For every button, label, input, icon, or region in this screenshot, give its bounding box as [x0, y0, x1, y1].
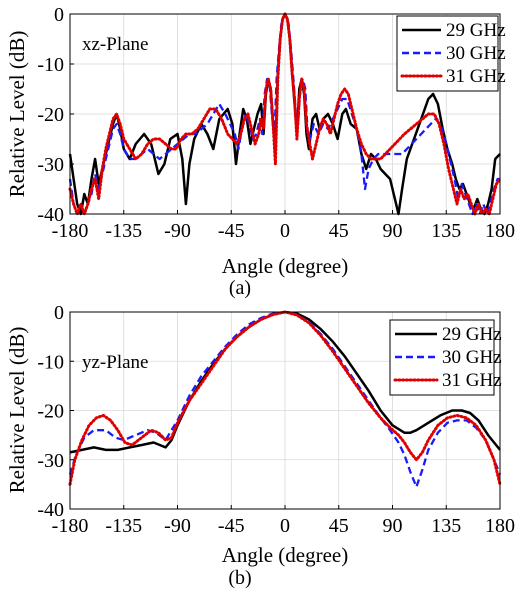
- series-line-31ghz-a: [68, 12, 502, 216]
- y-tick-label: -40: [37, 204, 64, 226]
- x-tick-label: -135: [105, 515, 142, 537]
- x-tick-label: 135: [431, 220, 461, 242]
- caption-b: (b): [228, 567, 251, 589]
- x-tick-label: 0: [280, 515, 290, 537]
- x-tick-label: -90: [164, 220, 191, 242]
- y-tick-label: -20: [37, 104, 64, 126]
- legend-label-29ghz-b: 29 GHz: [442, 324, 502, 345]
- x-tick-label: -135: [105, 220, 142, 242]
- x-tick-label: 45: [329, 515, 349, 537]
- legend-label-29ghz-a: 29 GHz: [446, 20, 506, 41]
- caption-a: (a): [229, 277, 251, 299]
- y-tick-label: -10: [37, 351, 64, 373]
- y-tick-label: -30: [37, 450, 64, 472]
- x-tick-label: -45: [218, 220, 245, 242]
- legend-label-31ghz-a: 31 GHz: [446, 66, 506, 87]
- series-line-31ghz-b: [68, 310, 502, 486]
- panel-a: -180 -135 -90 -45 0 45 90 135 180 0 -10 -20 -30 -40 x…: [5, 4, 515, 299]
- y-tick-label: 0: [54, 4, 64, 26]
- x-tick-label: -45: [218, 515, 245, 537]
- panel-b: -180 -135 -90 -45 0 45 90 135 180 0 -10 -20 -30 -40 y…: [5, 302, 515, 589]
- x-tick-label: 180: [485, 220, 515, 242]
- x-tick-label: 90: [383, 220, 403, 242]
- plane-annotation-a: xz-Plane: [82, 34, 148, 55]
- axes-frame-b: [69, 311, 501, 510]
- y-tick-label: -30: [37, 154, 64, 176]
- y-tick-label: -20: [37, 401, 64, 423]
- x-tick-label: -180: [52, 515, 89, 537]
- x-tick-label: -90: [164, 515, 191, 537]
- x-tick-label: 90: [383, 515, 403, 537]
- y-tick-label: -40: [37, 499, 64, 521]
- x-axis-label-a: Angle (degree): [222, 254, 349, 278]
- y-axis-label-a: Relative Level (dB): [5, 31, 29, 198]
- legend-label-30ghz-a: 30 GHz: [446, 43, 506, 64]
- x-tick-label: 45: [329, 220, 349, 242]
- y-axis-label-b: Relative Level (dB): [5, 327, 29, 494]
- legend-a: 29 GHz 30 GHz 31 GHz: [396, 15, 506, 92]
- x-tick-label: 135: [431, 515, 461, 537]
- axes-frame-a: [69, 13, 501, 215]
- x-axis-label-b: Angle (degree): [222, 543, 349, 567]
- legend-label-31ghz-b: 31 GHz: [442, 370, 502, 391]
- x-tick-label: 0: [280, 220, 290, 242]
- x-tick-label: 180: [485, 515, 515, 537]
- plane-annotation-b: yz-Plane: [82, 352, 148, 373]
- legend-label-30ghz-b: 30 GHz: [442, 347, 502, 368]
- y-tick-label: -10: [37, 54, 64, 76]
- y-tick-label: 0: [54, 302, 64, 324]
- legend-b: 29 GHz 30 GHz 31 GHz: [389, 319, 502, 396]
- x-tick-label: -180: [52, 220, 89, 242]
